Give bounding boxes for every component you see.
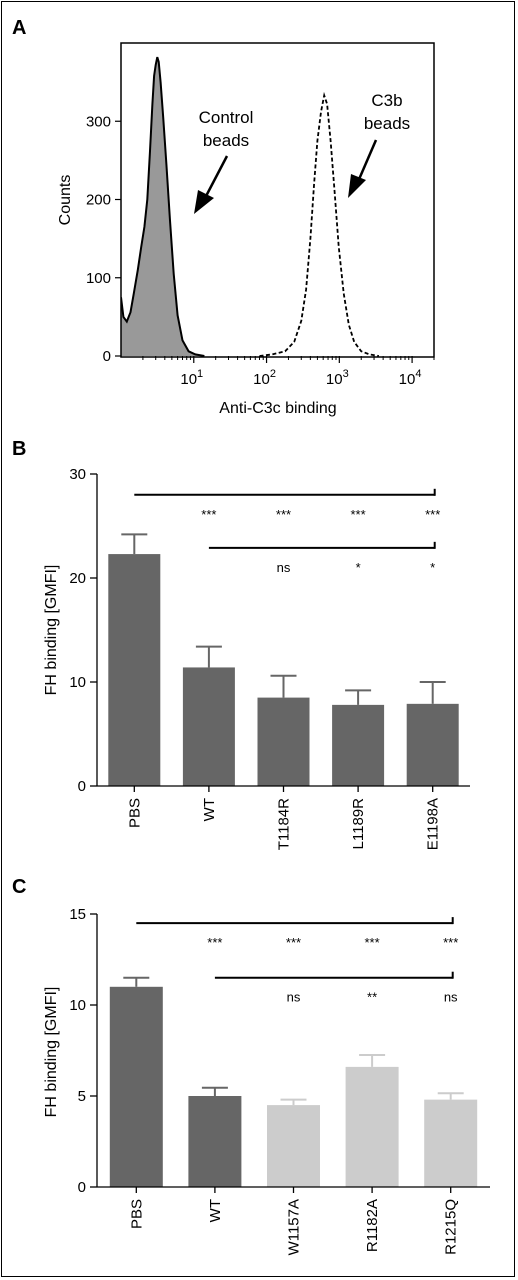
panel-b-category-label: PBS <box>126 798 143 828</box>
panel-c-bar <box>188 1096 242 1187</box>
panel-b-bar-chart: FH binding [GMFI] 0 10 20 30 PBS WT T1184R L118… <box>43 466 470 850</box>
panel-b-significance-label: *** <box>425 507 440 522</box>
panel-c-significance-label: *** <box>286 935 301 950</box>
panel-a-x-tick-label: 103 <box>326 368 349 388</box>
panel-b-significance-label: *** <box>351 507 366 522</box>
panel-b-significance-label: ns <box>277 560 291 575</box>
panel-label-c: C <box>12 876 26 898</box>
panel-a-x-tick-label: 104 <box>399 368 422 388</box>
panel-b-significance-label: *** <box>201 507 216 522</box>
panel-c-bar <box>345 1066 399 1187</box>
panel-b-y-tick-label: 10 <box>69 674 86 691</box>
panel-c-y-tick-label: 5 <box>78 1088 86 1105</box>
panel-c-bar <box>424 1099 478 1187</box>
panel-a-y-tick-label: 0 <box>103 348 111 365</box>
panel-c-category-label: R1182A <box>364 1199 381 1252</box>
panel-a-series-group <box>121 56 380 357</box>
panel-c-significance-label: *** <box>443 935 458 950</box>
control-beads-arrow-icon <box>194 155 229 214</box>
panel-b-category-label: WT <box>201 798 218 821</box>
panel-a-y-axis-label: Counts <box>57 175 74 226</box>
control-beads-label-line2: beads <box>203 131 249 150</box>
panel-a-x-tick-label: 101 <box>180 368 203 388</box>
panel-c-significance-label: ns <box>287 990 301 1005</box>
control-beads-histogram-line <box>121 56 205 357</box>
panel-b-significance-label: *** <box>276 507 291 522</box>
panel-c-y-tick-label: 15 <box>69 906 86 923</box>
panel-label-a: A <box>12 17 26 39</box>
panel-a-y-tick-label: 300 <box>86 113 111 130</box>
panel-c-category-label: PBS <box>128 1199 145 1229</box>
panel-a-x-tick-label: 102 <box>253 368 276 388</box>
panel-a-y-tick-label: 200 <box>86 192 111 209</box>
control-beads-label-line1: Control <box>199 108 254 127</box>
panel-c-bar <box>267 1105 320 1187</box>
panel-b-category-label: T1184R <box>276 798 293 850</box>
panel-c-category-label: W1157A <box>286 1199 303 1255</box>
control-beads-histogram-fill <box>121 57 205 356</box>
panel-b-bar <box>406 703 459 786</box>
c3b-beads-label-line2: beads <box>364 114 410 133</box>
panel-c-significance-label: *** <box>207 935 222 950</box>
panel-a-y-tick-label: 100 <box>86 270 111 287</box>
panel-c-category-label: WT <box>207 1199 224 1222</box>
panel-b-category-label: L1189R <box>350 798 367 850</box>
panel-c-y-tick-label: 10 <box>69 997 86 1014</box>
c3b-beads-label-line1: C3b <box>371 91 402 110</box>
panel-c-significance-label: ** <box>367 990 377 1005</box>
panel-b-bar <box>332 704 385 786</box>
c3b-beads-histogram-line <box>259 91 380 357</box>
panel-c-y-axis-label: FH binding [GMFI] <box>43 987 60 1118</box>
panel-b-bar <box>257 697 310 786</box>
panel-b-significance-label: * <box>356 560 361 575</box>
panel-c-significance-label: ns <box>444 990 458 1005</box>
panel-b-category-label: E1198A <box>425 798 442 850</box>
panel-a-x-axis-label: Anti-C3c binding <box>219 400 336 417</box>
panel-b-y-tick-label: 20 <box>69 570 86 587</box>
panel-b-y-tick-label: 30 <box>69 466 86 483</box>
panel-c-category-label: R1215Q <box>443 1199 460 1255</box>
panel-c-bar-chart: FH binding [GMFI] 0 5 10 15 PBS WT W1157A R1182… <box>43 906 490 1255</box>
panel-label-b: B <box>12 438 26 460</box>
panel-b-significance-label: * <box>430 560 435 575</box>
panel-b-bar <box>108 554 161 786</box>
panel-b-bar <box>182 667 235 786</box>
panel-c-y-tick-label: 0 <box>78 1179 86 1196</box>
panel-b-y-axis-label: FH binding [GMFI] <box>43 565 60 696</box>
panel-c-significance-label: *** <box>365 935 380 950</box>
c3b-beads-arrow-icon <box>348 139 378 198</box>
panel-a-histogram: 0 100 200 300 101 102 103 104 Counts Anti-C3c … <box>57 42 435 417</box>
panel-c-bar <box>109 986 163 1187</box>
panel-b-y-tick-label: 0 <box>78 778 86 795</box>
